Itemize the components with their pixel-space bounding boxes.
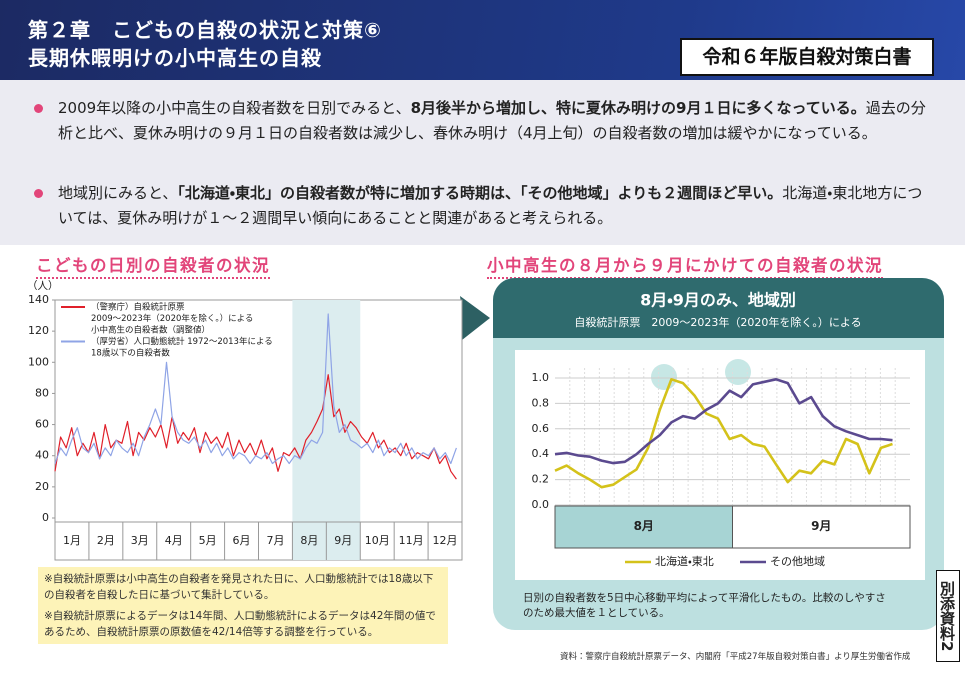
bold-text: 8月後半から増加し、特に夏休み明けの9月１日に多くなっている。 (410, 99, 866, 117)
series-line (554, 378, 893, 465)
y-tick-label: 0.8 (532, 396, 550, 409)
series-line (54, 313, 457, 465)
text: 2009年以降の小中高生の自殺者数を日別でみると、 (58, 99, 411, 117)
legend-label: 2009～2023年（2020年を除く。）による (91, 313, 253, 324)
legend-label: （厚労省）人口動態統計 1972～2013年による (91, 336, 273, 347)
y-tick-label: 0.4 (532, 447, 550, 460)
note: ※自殺統計原票によるデータは14年間、人口動態統計によるデータは42年間の値であ… (44, 610, 436, 638)
category-box (732, 505, 911, 549)
text: 北海道・東北地方については、夏休み明けが１～２週間早い傾向にあることと関連がある… (58, 184, 923, 227)
series-line (554, 378, 893, 489)
badge: 令和６年版自殺対策白書 (680, 38, 934, 76)
text: 地域別にみると、 (58, 184, 178, 202)
x-tick-label: 8月 (634, 519, 654, 533)
summary: 2009年以降の小中高生の自殺者数を日別でみると、8月後半から増加し、特に夏休み… (0, 80, 965, 245)
plot-frame (54, 299, 463, 561)
x-tick-label: 11月 (399, 534, 424, 547)
x-tick-label: 7月 (266, 534, 284, 547)
legend-label: 18歳以下の自殺者数 (91, 348, 170, 359)
y-tick-label: 40 (35, 449, 49, 462)
caption: のため最大値を１としている。 (523, 606, 670, 619)
x-tick-label: 3月 (131, 534, 149, 547)
y-tick-label: 1.0 (532, 371, 550, 384)
legend-label: 北海道・東北 (655, 554, 714, 568)
y-tick-label: 120 (28, 324, 49, 337)
legend-label: （警察庁）自殺統計原票 (91, 302, 185, 313)
panel-header (493, 278, 944, 338)
x-tick-label: 2月 (97, 534, 115, 547)
x-tick-label: 9月 (811, 519, 831, 533)
caption: 日別の自殺者数を5日中心移動平均によって平滑化したもの。比較のしやすさ (523, 591, 886, 604)
bullet: 2009年以降の小中高生の自殺者数を日別でみると、8月後半から増加し、特に夏休み… (34, 96, 930, 146)
title: 長期休暇明けの小中高生の自殺 (28, 46, 322, 70)
x-tick-label: 1月 (63, 534, 81, 547)
x-tick-label: 8月 (300, 534, 318, 547)
x-tick-label: 12月 (433, 534, 458, 547)
x-tick-label: 5月 (199, 534, 217, 547)
legend-label: 小中高生の自殺者数（調整値） (91, 325, 210, 336)
legend-label: その他地域 (770, 555, 825, 568)
text: 過去の分析と比べ、夏休み明けの９月１日の自殺者数は減少し、春休み明け（4月上旬）… (58, 99, 926, 142)
panel-title: 8月・9月のみ、地域別 (640, 291, 796, 310)
panel-subtitle: 自殺統計原票 2009～2023年（2020年を除く。）による (574, 315, 861, 329)
y-tick-label: 60 (35, 418, 49, 431)
y-tick-label: 100 (28, 355, 49, 368)
header: 第２章 こどもの自殺の状況と対策⑥ 長期休暇明けの小中高生の自殺 令和６年版自殺… (0, 0, 965, 80)
highlight-band (292, 300, 361, 560)
bold-text: 「北海道・東北」の自殺者数が特に増加する時期は、「その他地域」よりも２週間ほど早… (177, 184, 783, 202)
y-axis-label: （人） (27, 280, 59, 292)
side-tab: 別添資料2 (936, 570, 960, 662)
y-tick-label: 0 (42, 511, 49, 524)
y-tick-label: 0.2 (532, 473, 550, 486)
x-tick-label: 10月 (365, 534, 390, 547)
left-chart: 0 20 40 60 80 100 120 140（人） 1月 2月 3月 4月 5月 6月 7月 8月 9月 1… (27, 280, 463, 561)
note: ※自殺統計原票は小中高生の自殺者を発見された日に、人口動態統計では18歳以下の自… (44, 573, 434, 601)
x-tick-label: 4月 (165, 534, 183, 547)
source: 資料：警察庁自殺統計原票データ、内閣府「平成27年版自殺対策白書」より厚生労働省… (560, 652, 911, 662)
x-tick-label: 9月 (334, 534, 352, 547)
title: 第２章 こどもの自殺の状況と対策⑥ (28, 18, 382, 42)
y-tick-label: 20 (35, 480, 49, 493)
bullet: 地域別にみると、「北海道・東北」の自殺者数が特に増加する時期は、「その他地域」よ… (34, 181, 930, 231)
section-title: こどもの日別の自殺者の状況 (36, 252, 270, 279)
y-tick-label: 80 (35, 386, 49, 399)
y-tick-label: 0.0 (532, 498, 550, 511)
notes: ※自殺統計原票は小中高生の自殺者を発見された日に、人口動態統計では18歳以下の自… (38, 567, 448, 644)
y-tick-label: 140 (28, 293, 49, 306)
y-tick-label: 0.6 (532, 422, 550, 435)
x-tick-label: 6月 (233, 534, 251, 547)
